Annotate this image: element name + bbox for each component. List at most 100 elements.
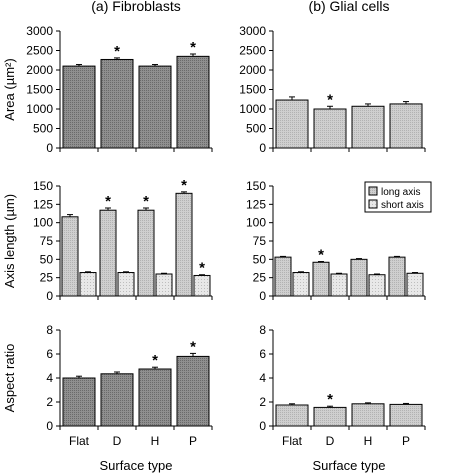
bar-short-axis bbox=[330, 273, 348, 297]
y-tick-label: 8 bbox=[259, 323, 266, 337]
x-tick-label: Flat bbox=[69, 434, 90, 448]
panel-b-ratio: 0 2 4 6 8 Flat D H P Surface type * bbox=[259, 323, 426, 473]
y-tick-label: 500 bbox=[33, 122, 53, 136]
bar-value bbox=[138, 65, 172, 149]
x-tick-label: H bbox=[151, 434, 160, 448]
y-tick-label: 50 bbox=[253, 252, 267, 266]
significance-star: * bbox=[318, 247, 324, 264]
y-tick-label: 0 bbox=[259, 141, 266, 155]
significance-star: * bbox=[114, 43, 120, 60]
y-tick-label: 6 bbox=[46, 347, 53, 361]
legend-label: short axis bbox=[381, 200, 424, 211]
x-axis-title: Surface type bbox=[313, 458, 386, 473]
y-tick-label: 150 bbox=[33, 179, 53, 193]
significance-star: * bbox=[190, 39, 196, 56]
bar-value bbox=[100, 373, 134, 427]
y-tick-label: 4 bbox=[259, 371, 266, 385]
significance-star: * bbox=[327, 91, 333, 108]
y-tick-label: 1000 bbox=[239, 102, 266, 116]
x-tick-label: D bbox=[326, 434, 335, 448]
bar-short-axis bbox=[117, 272, 135, 297]
y-tick-label: 2000 bbox=[26, 63, 53, 77]
panel-a-axis: 0 25 50 75 100 125 150 Axis length (µm) * * * * bbox=[2, 177, 213, 303]
bar-long-axis bbox=[99, 209, 117, 297]
significance-star: * bbox=[199, 260, 205, 277]
bar-value bbox=[176, 55, 210, 149]
y-tick-label: 100 bbox=[33, 216, 53, 230]
y-tick-label: 2 bbox=[46, 395, 53, 409]
bar-long-axis bbox=[312, 261, 330, 297]
significance-star: * bbox=[152, 352, 158, 369]
x-tick-label: H bbox=[364, 434, 373, 448]
y-axis-title: Area (µm²) bbox=[2, 58, 17, 120]
significance-star: * bbox=[327, 391, 333, 408]
bar-short-axis bbox=[79, 272, 97, 297]
x-axis-title: Surface type bbox=[100, 458, 173, 473]
y-tick-label: 1000 bbox=[26, 102, 53, 116]
bar-value bbox=[351, 403, 385, 427]
legend-swatch bbox=[368, 186, 378, 196]
y-tick-label: 6 bbox=[259, 347, 266, 361]
bar-short-axis bbox=[368, 274, 386, 297]
panel-b-area: 0 500 1000 1500 2000 2500 3000 (b) Glial cells * bbox=[239, 0, 426, 155]
significance-star: * bbox=[105, 193, 111, 210]
bar-short-axis bbox=[406, 272, 424, 297]
bar-short-axis bbox=[155, 273, 173, 297]
y-tick-label: 1500 bbox=[239, 83, 266, 97]
panel-a-area: 0 500 1000 1500 2000 2500 3000 (a) Fibroblasts A… bbox=[2, 0, 213, 155]
y-tick-label: 125 bbox=[246, 197, 266, 211]
bar-long-axis bbox=[137, 209, 155, 297]
panel-a-ratio: 0 2 4 6 8 Flat D H P Surface type Aspect ratio * * bbox=[2, 323, 213, 473]
x-tick-label: D bbox=[113, 434, 122, 448]
y-tick-label: 75 bbox=[40, 234, 54, 248]
y-tick-label: 25 bbox=[40, 271, 54, 285]
bar-value bbox=[313, 406, 347, 427]
panel-title: (b) Glial cells bbox=[309, 0, 390, 14]
y-tick-label: 25 bbox=[253, 271, 267, 285]
bar-value bbox=[389, 403, 423, 427]
bar-long-axis bbox=[274, 256, 292, 297]
bar-short-axis bbox=[193, 274, 211, 297]
y-tick-label: 75 bbox=[253, 234, 267, 248]
y-tick-label: 150 bbox=[246, 179, 266, 193]
bar-value bbox=[62, 377, 96, 427]
y-tick-label: 2500 bbox=[239, 44, 266, 58]
y-tick-label: 125 bbox=[33, 197, 53, 211]
y-axis-title: Axis length (µm) bbox=[2, 194, 17, 288]
bar-value bbox=[351, 105, 385, 149]
y-tick-label: 8 bbox=[46, 323, 53, 337]
y-tick-label: 0 bbox=[259, 419, 266, 433]
bar-value bbox=[62, 65, 96, 149]
panel-b-axis: 0 25 50 75 100 125 150 * long axis short axis bbox=[246, 179, 432, 303]
y-tick-label: 4 bbox=[46, 371, 53, 385]
bar-value bbox=[100, 58, 134, 149]
significance-star: * bbox=[143, 193, 149, 210]
y-tick-label: 100 bbox=[246, 216, 266, 230]
y-tick-label: 0 bbox=[46, 419, 53, 433]
x-tick-label: Flat bbox=[282, 434, 303, 448]
y-tick-label: 50 bbox=[40, 252, 54, 266]
bar-value bbox=[176, 355, 210, 427]
y-tick-label: 1500 bbox=[26, 83, 53, 97]
y-tick-label: 0 bbox=[46, 289, 53, 303]
y-tick-label: 0 bbox=[259, 289, 266, 303]
panel-title: (a) Fibroblasts bbox=[91, 0, 180, 14]
y-tick-label: 0 bbox=[46, 141, 53, 155]
bar-long-axis bbox=[388, 256, 406, 297]
y-tick-label: 500 bbox=[246, 122, 266, 136]
significance-star: * bbox=[181, 177, 187, 194]
x-tick-label: P bbox=[402, 434, 410, 448]
x-tick-label: P bbox=[189, 434, 197, 448]
bar-value bbox=[138, 368, 172, 427]
bar-value bbox=[313, 108, 347, 149]
y-tick-label: 2 bbox=[259, 395, 266, 409]
legend-swatch bbox=[368, 199, 378, 209]
bar-short-axis bbox=[292, 272, 310, 297]
bar-long-axis bbox=[175, 192, 193, 297]
significance-star: * bbox=[190, 338, 196, 355]
bar-value bbox=[275, 404, 309, 427]
legend: long axis short axis bbox=[364, 181, 432, 213]
bar-value bbox=[389, 103, 423, 149]
bar-value bbox=[275, 99, 309, 149]
